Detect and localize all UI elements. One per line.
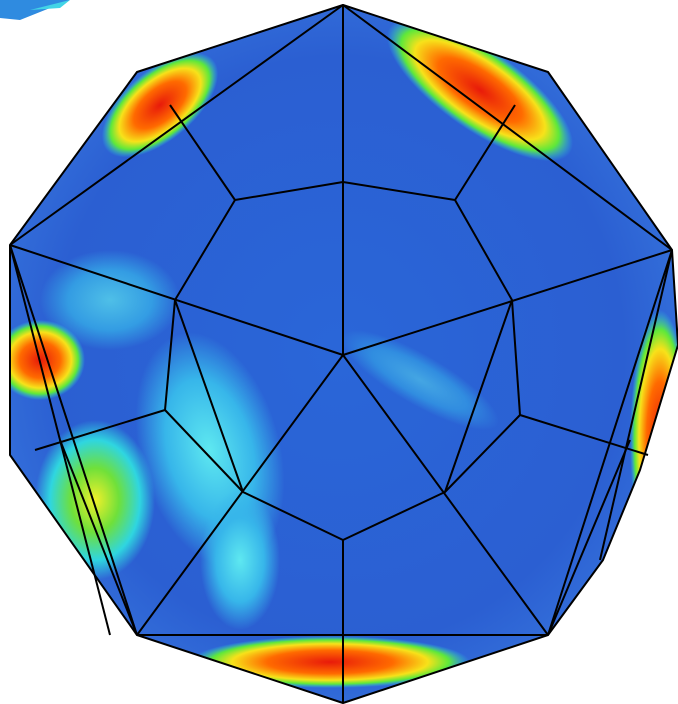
edge [59,439,138,636]
shelf-bottom-left [200,490,280,630]
ridge [341,330,499,430]
edge [164,409,244,493]
edge [547,439,631,636]
edge [136,354,549,636]
land-bottom [190,636,470,688]
corner-fragment-shelf [30,0,70,10]
land-top-left [101,52,219,158]
edge [599,249,673,561]
edge [169,104,236,201]
polyhedron-edges [9,4,678,704]
land-top-right [387,18,573,162]
shelf-west [40,250,180,350]
edge [9,244,111,636]
edge [454,104,516,201]
edge [444,414,521,493]
